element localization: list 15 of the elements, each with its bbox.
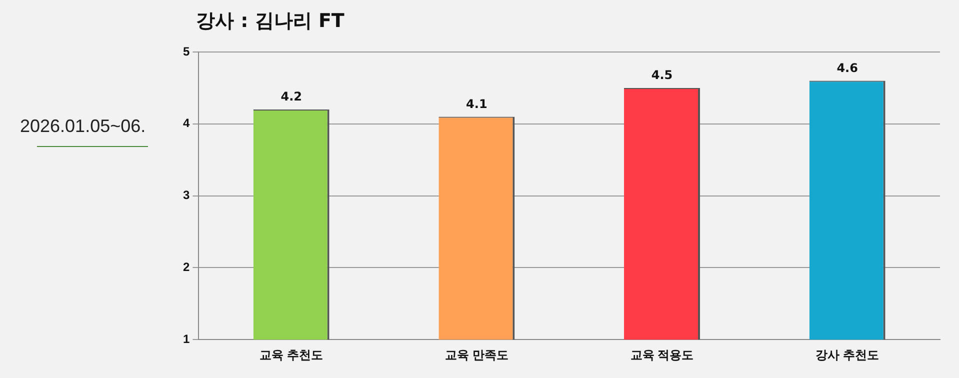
y-tick-label: 3 xyxy=(182,188,190,202)
x-tick-label: 강사 추천도 xyxy=(816,348,880,362)
x-tick-label: 교육 만족도 xyxy=(445,348,508,362)
y-tick-label: 1 xyxy=(182,332,190,346)
data-label: 4.6 xyxy=(836,60,858,75)
y-tick-label: 2 xyxy=(182,260,190,274)
data-label: 4.5 xyxy=(651,68,673,82)
text: 2026.01.05~06. xyxy=(20,116,146,137)
chart-title: 강사 : 김나리 FT xyxy=(196,9,344,34)
data-label: 4.1 xyxy=(466,96,488,111)
data-label: 4.2 xyxy=(280,90,302,104)
x-tick-label: 교육 추천도 xyxy=(260,348,324,362)
y-tick-label: 5 xyxy=(182,44,190,58)
y-tick-label: 4 xyxy=(182,116,190,130)
x-tick-label: 교육 적용도 xyxy=(630,348,694,362)
